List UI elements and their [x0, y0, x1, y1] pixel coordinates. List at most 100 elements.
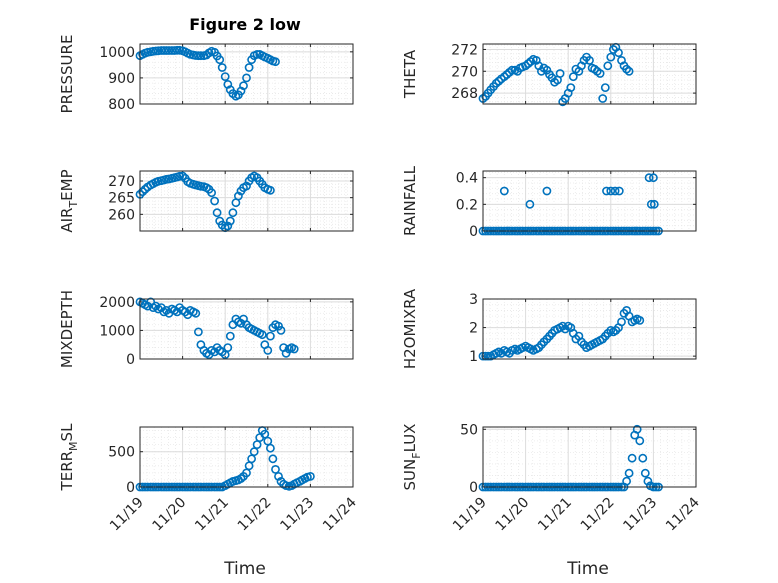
data-point: [263, 345, 273, 355]
data-point: [228, 208, 238, 218]
data-point: [499, 186, 509, 196]
data-point: [638, 453, 648, 463]
y-axis-label: TERRMSL: [58, 423, 80, 492]
data-point: [494, 76, 504, 86]
x-axis-label-left: Time: [223, 559, 266, 579]
data-point: [646, 199, 656, 209]
y-tick-label: 0: [469, 480, 478, 496]
data-point: [525, 199, 535, 209]
data-point: [635, 436, 645, 446]
x-tick-label: 11/20: [150, 495, 190, 535]
data-point: [239, 81, 248, 91]
data-point: [622, 476, 631, 486]
data-point: [542, 65, 552, 75]
data-point: [547, 73, 557, 83]
data-point: [542, 186, 552, 196]
data-point: [644, 173, 654, 183]
data-point: [523, 59, 533, 68]
x-tick-label: 11/24: [320, 494, 360, 534]
y-axis-label: MIXDEPTH: [58, 290, 76, 368]
data-point: [265, 331, 275, 341]
subplot-terr-msl: 0 500 11/19 11/20 11/21 11/22 11/23 11/24 TERRMS…: [58, 423, 360, 534]
axes-box: [482, 170, 697, 232]
data-point: [265, 185, 275, 195]
y-axis-label: RAINFALL: [401, 165, 419, 236]
data-point: [220, 72, 230, 81]
y-tick-label: 265: [108, 191, 135, 207]
data-point: [242, 73, 251, 83]
x-tick-label: 11/21: [535, 495, 575, 535]
data-point: [635, 315, 645, 325]
y-tick-label: 800: [108, 97, 135, 113]
axes-box: [139, 43, 354, 105]
subplot-h2omixra: 1 2 3 H2OMIXRA: [401, 288, 697, 369]
y-tick-label: 0: [126, 480, 135, 496]
data-point: [207, 188, 216, 198]
y-tick-label: 900: [108, 71, 135, 87]
data-point: [212, 208, 222, 218]
data-point: [566, 83, 576, 92]
subplot-mixdepth: 0 1000 2000 MIXDEPTH: [58, 290, 354, 368]
subplot-pressure: 800 900 1000 PRESSURE: [58, 35, 354, 114]
data-point: [595, 69, 605, 78]
data-point: [649, 173, 658, 183]
data-point: [225, 216, 235, 226]
data-point: [172, 307, 182, 317]
data-point: [614, 186, 624, 196]
y-axis-label: THETA: [401, 49, 419, 99]
data-point: [622, 64, 631, 74]
data-point: [483, 351, 493, 361]
data-point: [215, 55, 225, 65]
data-point: [257, 330, 267, 340]
data-point: [271, 464, 280, 474]
data-point: [603, 61, 613, 71]
y-tick-label: 1000: [99, 45, 135, 61]
data-point: [260, 429, 270, 439]
data-point: [568, 72, 578, 82]
x-tick-label: 11/23: [277, 495, 317, 535]
data-point: [640, 468, 650, 478]
data-point: [598, 94, 608, 103]
x-tick-label: 11/22: [578, 495, 618, 535]
y-tick-label: 2: [469, 321, 478, 337]
data-point: [614, 48, 623, 58]
axes-box: [482, 426, 697, 488]
x-tick-label: 11/23: [620, 495, 660, 535]
y-tick-label: 260: [108, 207, 135, 223]
data-point: [191, 308, 201, 318]
data-point: [632, 424, 642, 434]
data-point: [268, 454, 278, 464]
x-axis-label-right: Time: [566, 559, 609, 579]
data-point: [223, 221, 233, 231]
data-point: [602, 186, 611, 196]
data-point: [217, 63, 227, 72]
data-point: [196, 51, 206, 61]
data-point: [507, 65, 517, 75]
x-tick-label: 11/21: [192, 495, 232, 535]
axes-box: [139, 298, 354, 360]
x-tick-label: 11/19: [107, 495, 147, 535]
data-point: [153, 46, 163, 56]
y-tick-label: 1: [469, 349, 478, 365]
data-point: [600, 83, 610, 92]
axes-box: [482, 43, 697, 105]
y-tick-label: 0: [469, 224, 478, 240]
data-point: [624, 468, 634, 478]
subplot-rainfall: 0 0.2 0.4 RAINFALL: [401, 165, 697, 240]
data-point: [274, 471, 283, 481]
figure-title: Figure 2 low: [189, 15, 301, 34]
y-axis-label: H2OMIXRA: [401, 288, 419, 369]
data-point: [643, 476, 653, 486]
y-axis-label: PRESSURE: [58, 35, 76, 114]
data-point: [175, 171, 184, 181]
data-point: [271, 57, 280, 67]
y-tick-label: 1000: [99, 323, 135, 339]
y-axis-label: AIRTEMP: [58, 169, 80, 232]
data-point: [249, 447, 259, 457]
y-tick-label: 50: [460, 422, 478, 438]
data-point: [236, 318, 246, 328]
x-tick-label: 11/24: [663, 494, 703, 534]
